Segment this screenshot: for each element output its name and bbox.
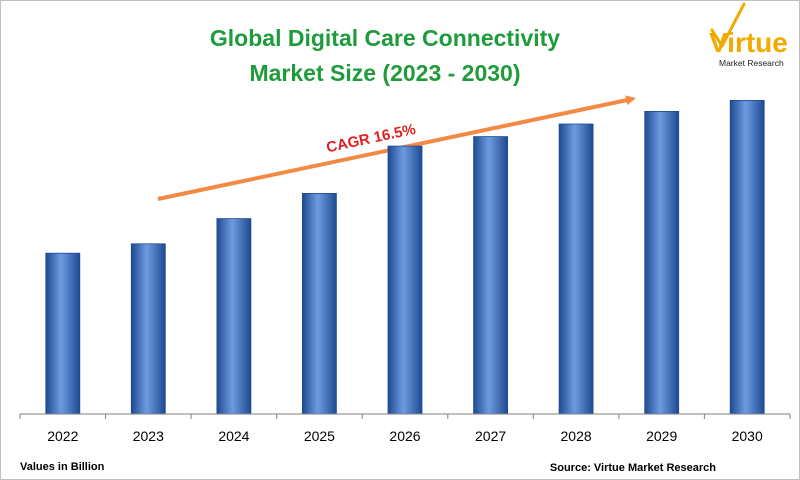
bar-2022 <box>45 252 81 415</box>
x-tick-label-2024: 2024 <box>218 428 249 444</box>
bar-2027 <box>473 136 509 415</box>
x-tick-label-2026: 2026 <box>389 428 420 444</box>
virtue-logo: Virtue Market Research <box>709 2 788 68</box>
x-axis-tick-labels: 2022 2023 2024 2025 2026 2027 2028 2029 2030 <box>47 428 763 444</box>
x-tick-label-2022: 2022 <box>47 428 78 444</box>
x-tick-label-2025: 2025 <box>304 428 335 444</box>
x-tick-label-2030: 2030 <box>732 428 763 444</box>
x-axis-ticks <box>19 414 791 419</box>
bar-2029 <box>644 111 680 415</box>
x-tick-label-2027: 2027 <box>475 428 506 444</box>
bar-2023 <box>130 243 166 415</box>
bar-2024 <box>216 218 252 415</box>
source-note: Source: Virtue Market Research <box>550 462 716 474</box>
bar-series <box>45 100 765 415</box>
bar-2030 <box>729 100 765 415</box>
x-tick-label-2029: 2029 <box>646 428 677 444</box>
logo-checkmark-icon <box>710 2 746 48</box>
units-note: Values in Billion <box>20 461 105 473</box>
bar-2025 <box>301 192 337 415</box>
chart-title-line1: Global Digital Care Connectivity <box>210 25 560 51</box>
logo-brand-text: Virtue <box>709 27 788 58</box>
bar-2028 <box>558 123 594 415</box>
logo-tagline-text: Market Research <box>719 58 784 68</box>
chart-title-line2: Market Size (2023 - 2030) <box>249 60 520 86</box>
bar-2026 <box>387 145 423 415</box>
x-tick-label-2028: 2028 <box>561 428 592 444</box>
x-tick-label-2023: 2023 <box>133 428 164 444</box>
